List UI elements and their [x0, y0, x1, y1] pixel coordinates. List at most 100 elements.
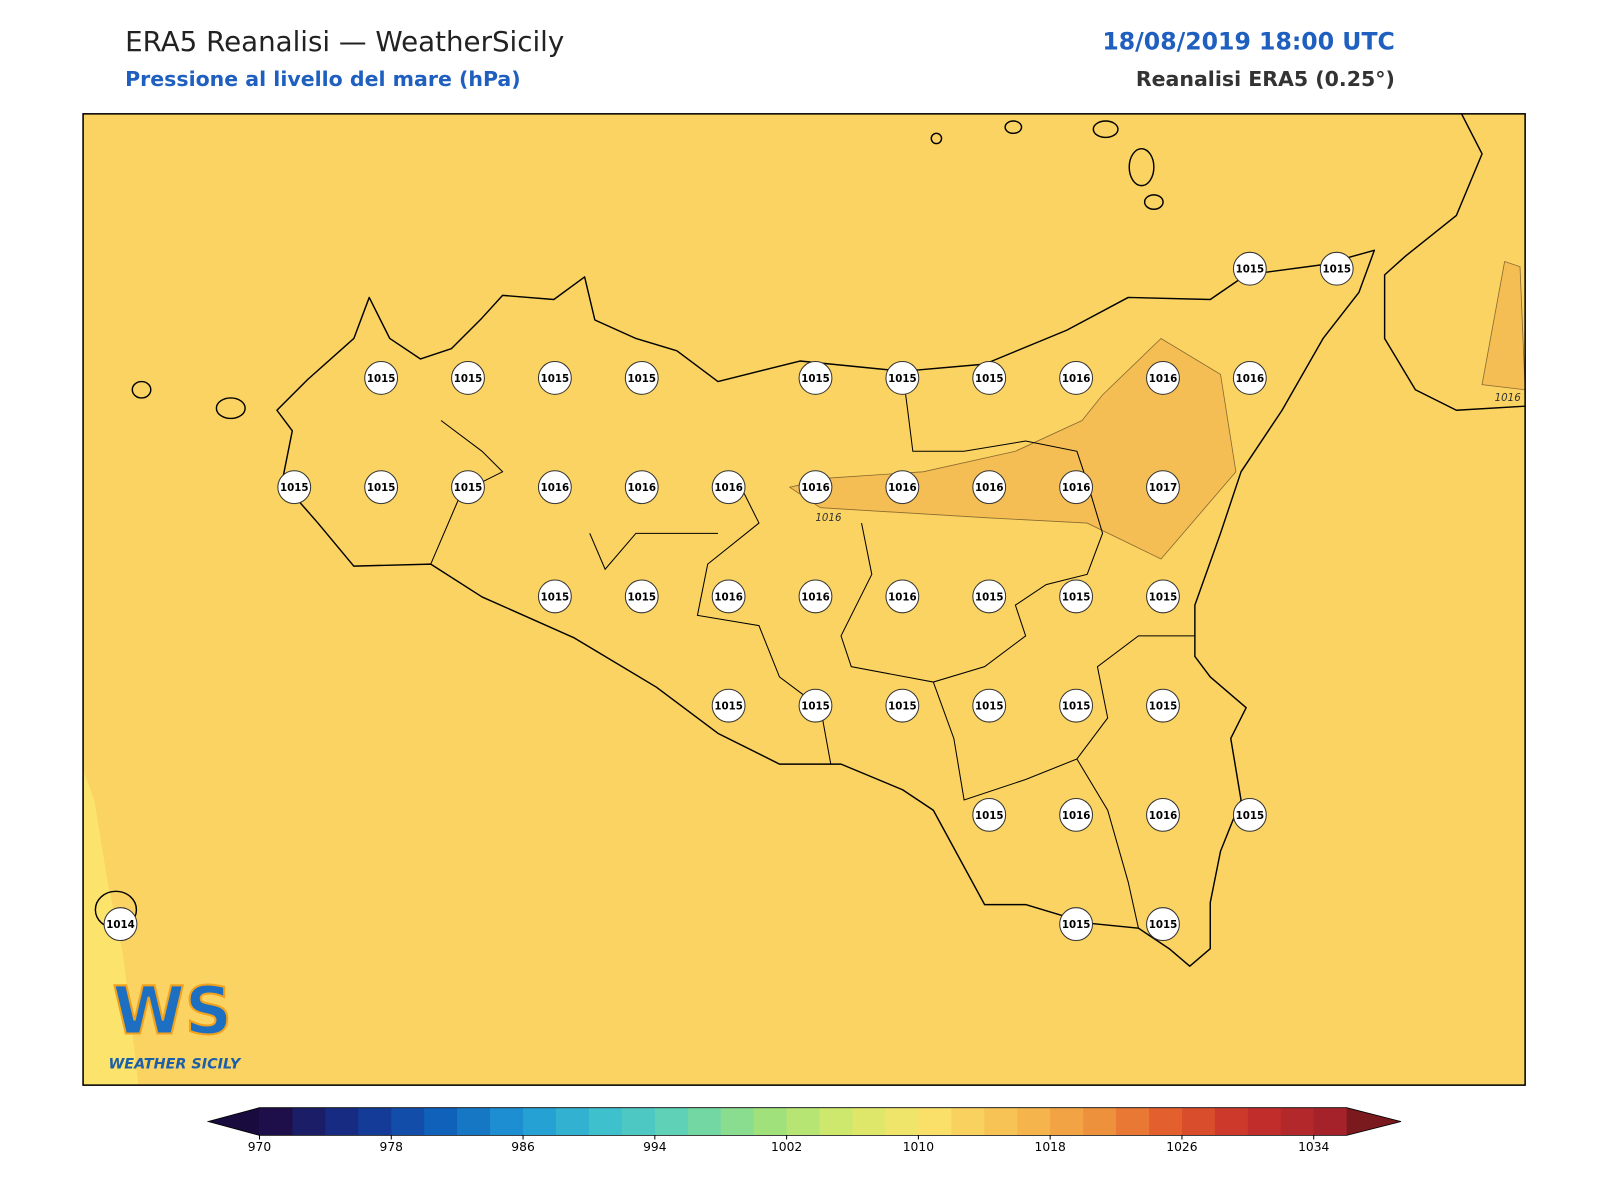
- station-marker: [1059, 797, 1094, 832]
- station-marker: [537, 579, 572, 614]
- station-value: 1016: [1062, 810, 1091, 822]
- station-value: 1015: [541, 373, 570, 385]
- station-marker: [972, 470, 1007, 505]
- colorbar-outline: [206, 1107, 1402, 1136]
- station-value: 1016: [1236, 373, 1265, 385]
- colorbar-tick-label: 986: [511, 1140, 535, 1154]
- colorbar-bin: [1017, 1107, 1051, 1136]
- station-marker: [885, 470, 920, 505]
- station-value: 1016: [975, 482, 1004, 494]
- colorbar-tick-label: 994: [643, 1140, 667, 1154]
- logo-name: WEATHER SICILY: [108, 1057, 241, 1073]
- colorbar-bin: [391, 1107, 425, 1136]
- station-marker: [624, 579, 659, 614]
- station-value: 1015: [1236, 810, 1265, 822]
- station-marker: [364, 361, 399, 395]
- colorbar-bin: [687, 1107, 722, 1136]
- station-value: 1015: [1062, 701, 1091, 713]
- colorbar-bin: [1247, 1107, 1282, 1136]
- island: [930, 132, 943, 145]
- station-marker: [1146, 797, 1180, 832]
- colorbar-bin: [885, 1107, 919, 1136]
- station-marker: [885, 361, 920, 395]
- station-marker: [537, 361, 572, 395]
- title: ERA5 Reanalisi — WeatherSicily: [125, 25, 564, 58]
- province-border: [430, 371, 1195, 929]
- station-value: 1015: [1149, 591, 1178, 603]
- station-marker: [364, 470, 399, 505]
- colorbar-bin: [1148, 1107, 1183, 1136]
- colorbar-tick-label: 978: [380, 1140, 403, 1154]
- station-value: 1015: [627, 591, 656, 603]
- logo-mark: WS: [112, 973, 232, 1049]
- station-marker: [972, 361, 1007, 395]
- date: 18/08/2019 18:00 UTC: [1102, 28, 1394, 56]
- station-value: 1015: [888, 373, 917, 385]
- station-marker: [1146, 470, 1180, 505]
- map-frame: [82, 113, 1526, 1086]
- colorbar-under: [208, 1107, 260, 1136]
- station-marker: [1232, 797, 1267, 832]
- station-marker: [711, 579, 746, 614]
- colorbar-tick-label: 1002: [771, 1140, 802, 1154]
- colorbar-bin: [1280, 1107, 1315, 1136]
- station-value: 1015: [367, 373, 396, 385]
- station-value: 1016: [888, 482, 917, 494]
- station-value: 1017: [1149, 482, 1178, 494]
- station-marker: [972, 579, 1007, 614]
- station-marker: [798, 579, 833, 614]
- station-value: 1015: [801, 373, 830, 385]
- station-value: 1016: [888, 591, 917, 603]
- station-value: 1015: [1322, 264, 1351, 276]
- station-value: 1015: [541, 591, 570, 603]
- station-value: 1015: [1149, 701, 1178, 713]
- station-marker: [624, 470, 659, 505]
- colorbar-bin: [523, 1107, 557, 1136]
- colorbar-bin: [984, 1107, 1018, 1136]
- colorbar-bin: [1214, 1107, 1249, 1136]
- source: Reanalisi ERA5 (0.25°): [1136, 67, 1395, 91]
- station-marker: [624, 361, 659, 395]
- colorbar-bin: [852, 1107, 886, 1136]
- station-value: 1015: [714, 701, 743, 713]
- station-value: 1015: [801, 701, 830, 713]
- contour-label: 1016: [1495, 392, 1522, 404]
- station-marker: [798, 470, 833, 505]
- station-marker: [972, 688, 1007, 723]
- station-value: 1015: [1062, 919, 1091, 931]
- station-marker: [1059, 470, 1094, 505]
- station-value: 1016: [1062, 373, 1091, 385]
- station-marker: [1319, 251, 1354, 286]
- colorbar-bin: [292, 1107, 326, 1136]
- station-marker: [798, 688, 833, 723]
- station-value: 1015: [975, 591, 1004, 603]
- station-marker: [1146, 688, 1180, 723]
- station-value: 1015: [627, 373, 656, 385]
- colorbar-bin: [1181, 1107, 1216, 1136]
- station-value: 1015: [280, 482, 309, 494]
- colorbar-bin: [1050, 1107, 1084, 1136]
- station-value: 1016: [1062, 482, 1091, 494]
- station-value: 1016: [541, 482, 570, 494]
- colorbar-bin: [457, 1107, 491, 1136]
- coastline: [276, 249, 1376, 967]
- station-marker: [885, 688, 920, 723]
- contour-label: 1016: [815, 512, 842, 524]
- station-value: 1015: [454, 373, 483, 385]
- colorbar-bin: [819, 1107, 854, 1136]
- island: [1092, 120, 1119, 139]
- station-value: 1015: [975, 810, 1004, 822]
- coastline: [1383, 113, 1526, 411]
- stations: 1015 1015 1015 1015 1015 1015 1015 1015 1015 1016…: [103, 251, 1354, 942]
- station-marker: [1059, 361, 1094, 395]
- station-value: 1016: [1149, 810, 1178, 822]
- station-marker: [798, 361, 833, 395]
- station-value: 1016: [801, 482, 830, 494]
- colorbar-bin: [951, 1107, 985, 1136]
- station-marker: [972, 797, 1007, 832]
- colorbar: 970 978 986 994 1002 1010 1018 1026 1034: [206, 1107, 1402, 1154]
- station-marker: [277, 470, 312, 505]
